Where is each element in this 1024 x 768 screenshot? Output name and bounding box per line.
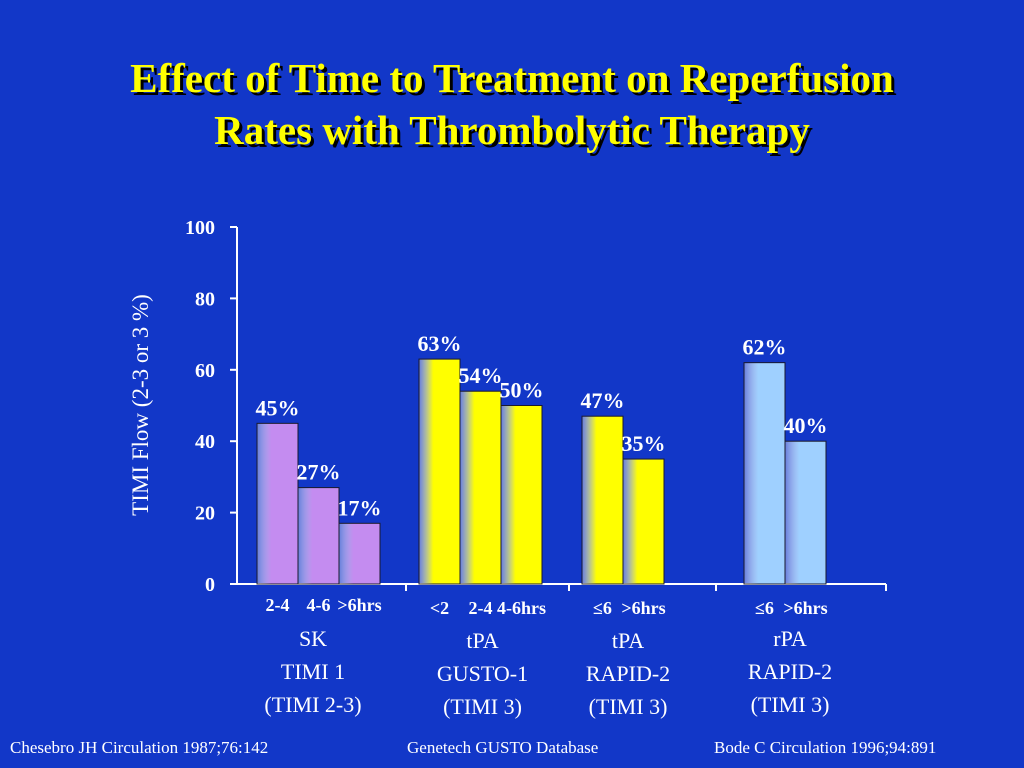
bar: [784, 440, 827, 585]
footer-citation-center: Genetech GUSTO Database: [407, 738, 599, 757]
group-label-tpa-rapid: tPA RAPID-2 (TIMI 3): [553, 624, 703, 723]
y-axis-title: TIMI Flow (2-3 or 3 %): [128, 294, 153, 516]
title-line-1: Effect of Time to Treatment on Reperfusi…: [130, 55, 894, 101]
group-sk-line-3: (TIMI 2-3): [264, 692, 362, 717]
bar-value-label: 27%: [297, 460, 341, 485]
category-label: >6hrs: [337, 595, 381, 615]
group-sk-line-2: TIMI 1: [280, 659, 346, 684]
group-tpa-rapid-line-2: RAPID-2: [585, 661, 671, 686]
bar-value-label: 45%: [256, 395, 300, 420]
category-label: <2: [430, 598, 449, 618]
group-tpa-rapid-line-1: tPA: [611, 628, 645, 653]
group-label-tpa-gusto: tPA GUSTO-1 (TIMI 3): [405, 624, 560, 723]
bar: [743, 362, 786, 585]
bar-value-label: 62%: [743, 335, 787, 360]
category-label: 4-6hrs: [497, 598, 546, 618]
footer-citation-right: Bode C Circulation 1996;94:891: [714, 738, 937, 757]
group-rpa-rapid-line-2: RAPID-2: [747, 659, 833, 684]
slide-title: Effect of Time to Treatment on Reperfusi…: [0, 52, 1024, 156]
y-tick-label: 80: [195, 288, 215, 310]
y-tick-label: 100: [185, 217, 215, 239]
group-label-sk: SK TIMI 1 (TIMI 2-3): [238, 622, 388, 721]
bar: [459, 390, 502, 585]
bar-value-label: 63%: [418, 331, 462, 356]
bar-value-label: 17%: [338, 495, 382, 520]
bar-value-label: 47%: [581, 388, 625, 413]
footer-citation-left: Chesebro JH Circulation 1987;76:142: [10, 738, 269, 757]
y-tick-label: 20: [195, 503, 215, 525]
bar: [500, 405, 543, 585]
group-tpa-gusto-line-3: (TIMI 3): [443, 694, 522, 719]
category-label: >6hrs: [783, 598, 827, 618]
bar-value-label: 54%: [459, 363, 503, 388]
category-label: ≤6: [755, 598, 774, 618]
group-tpa-rapid-line-3: (TIMI 3): [588, 694, 668, 719]
category-label: 2-4: [469, 598, 493, 618]
bar: [418, 358, 461, 585]
y-tick-label: 0: [205, 574, 215, 596]
group-label-rpa-rapid: rPA RAPID-2 (TIMI 3): [715, 622, 865, 721]
group-tpa-gusto-line-1: tPA: [466, 628, 499, 653]
y-tick-label: 40: [195, 431, 215, 453]
bar: [297, 487, 340, 585]
category-label: ≤6: [593, 598, 612, 618]
bar: [622, 458, 665, 585]
category-label: 4-6: [307, 595, 331, 615]
group-tpa-gusto-line-2: GUSTO-1: [436, 661, 529, 686]
bar: [256, 422, 299, 585]
group-rpa-rapid-line-1: rPA: [773, 626, 807, 651]
bar-value-label: 35%: [622, 431, 666, 456]
bar-value-label: 40%: [784, 413, 828, 438]
y-tick-label: 60: [195, 360, 215, 382]
bar: [581, 415, 624, 585]
group-sk-line-1: SK: [298, 626, 328, 651]
group-rpa-rapid-line-3: (TIMI 3): [750, 692, 830, 717]
category-label: 2-4: [266, 595, 290, 615]
title-line-2: Rates with Thrombolytic Therapy: [214, 107, 810, 153]
bar-value-label: 50%: [500, 378, 544, 403]
category-label: >6hrs: [621, 598, 665, 618]
bar: [338, 522, 381, 585]
